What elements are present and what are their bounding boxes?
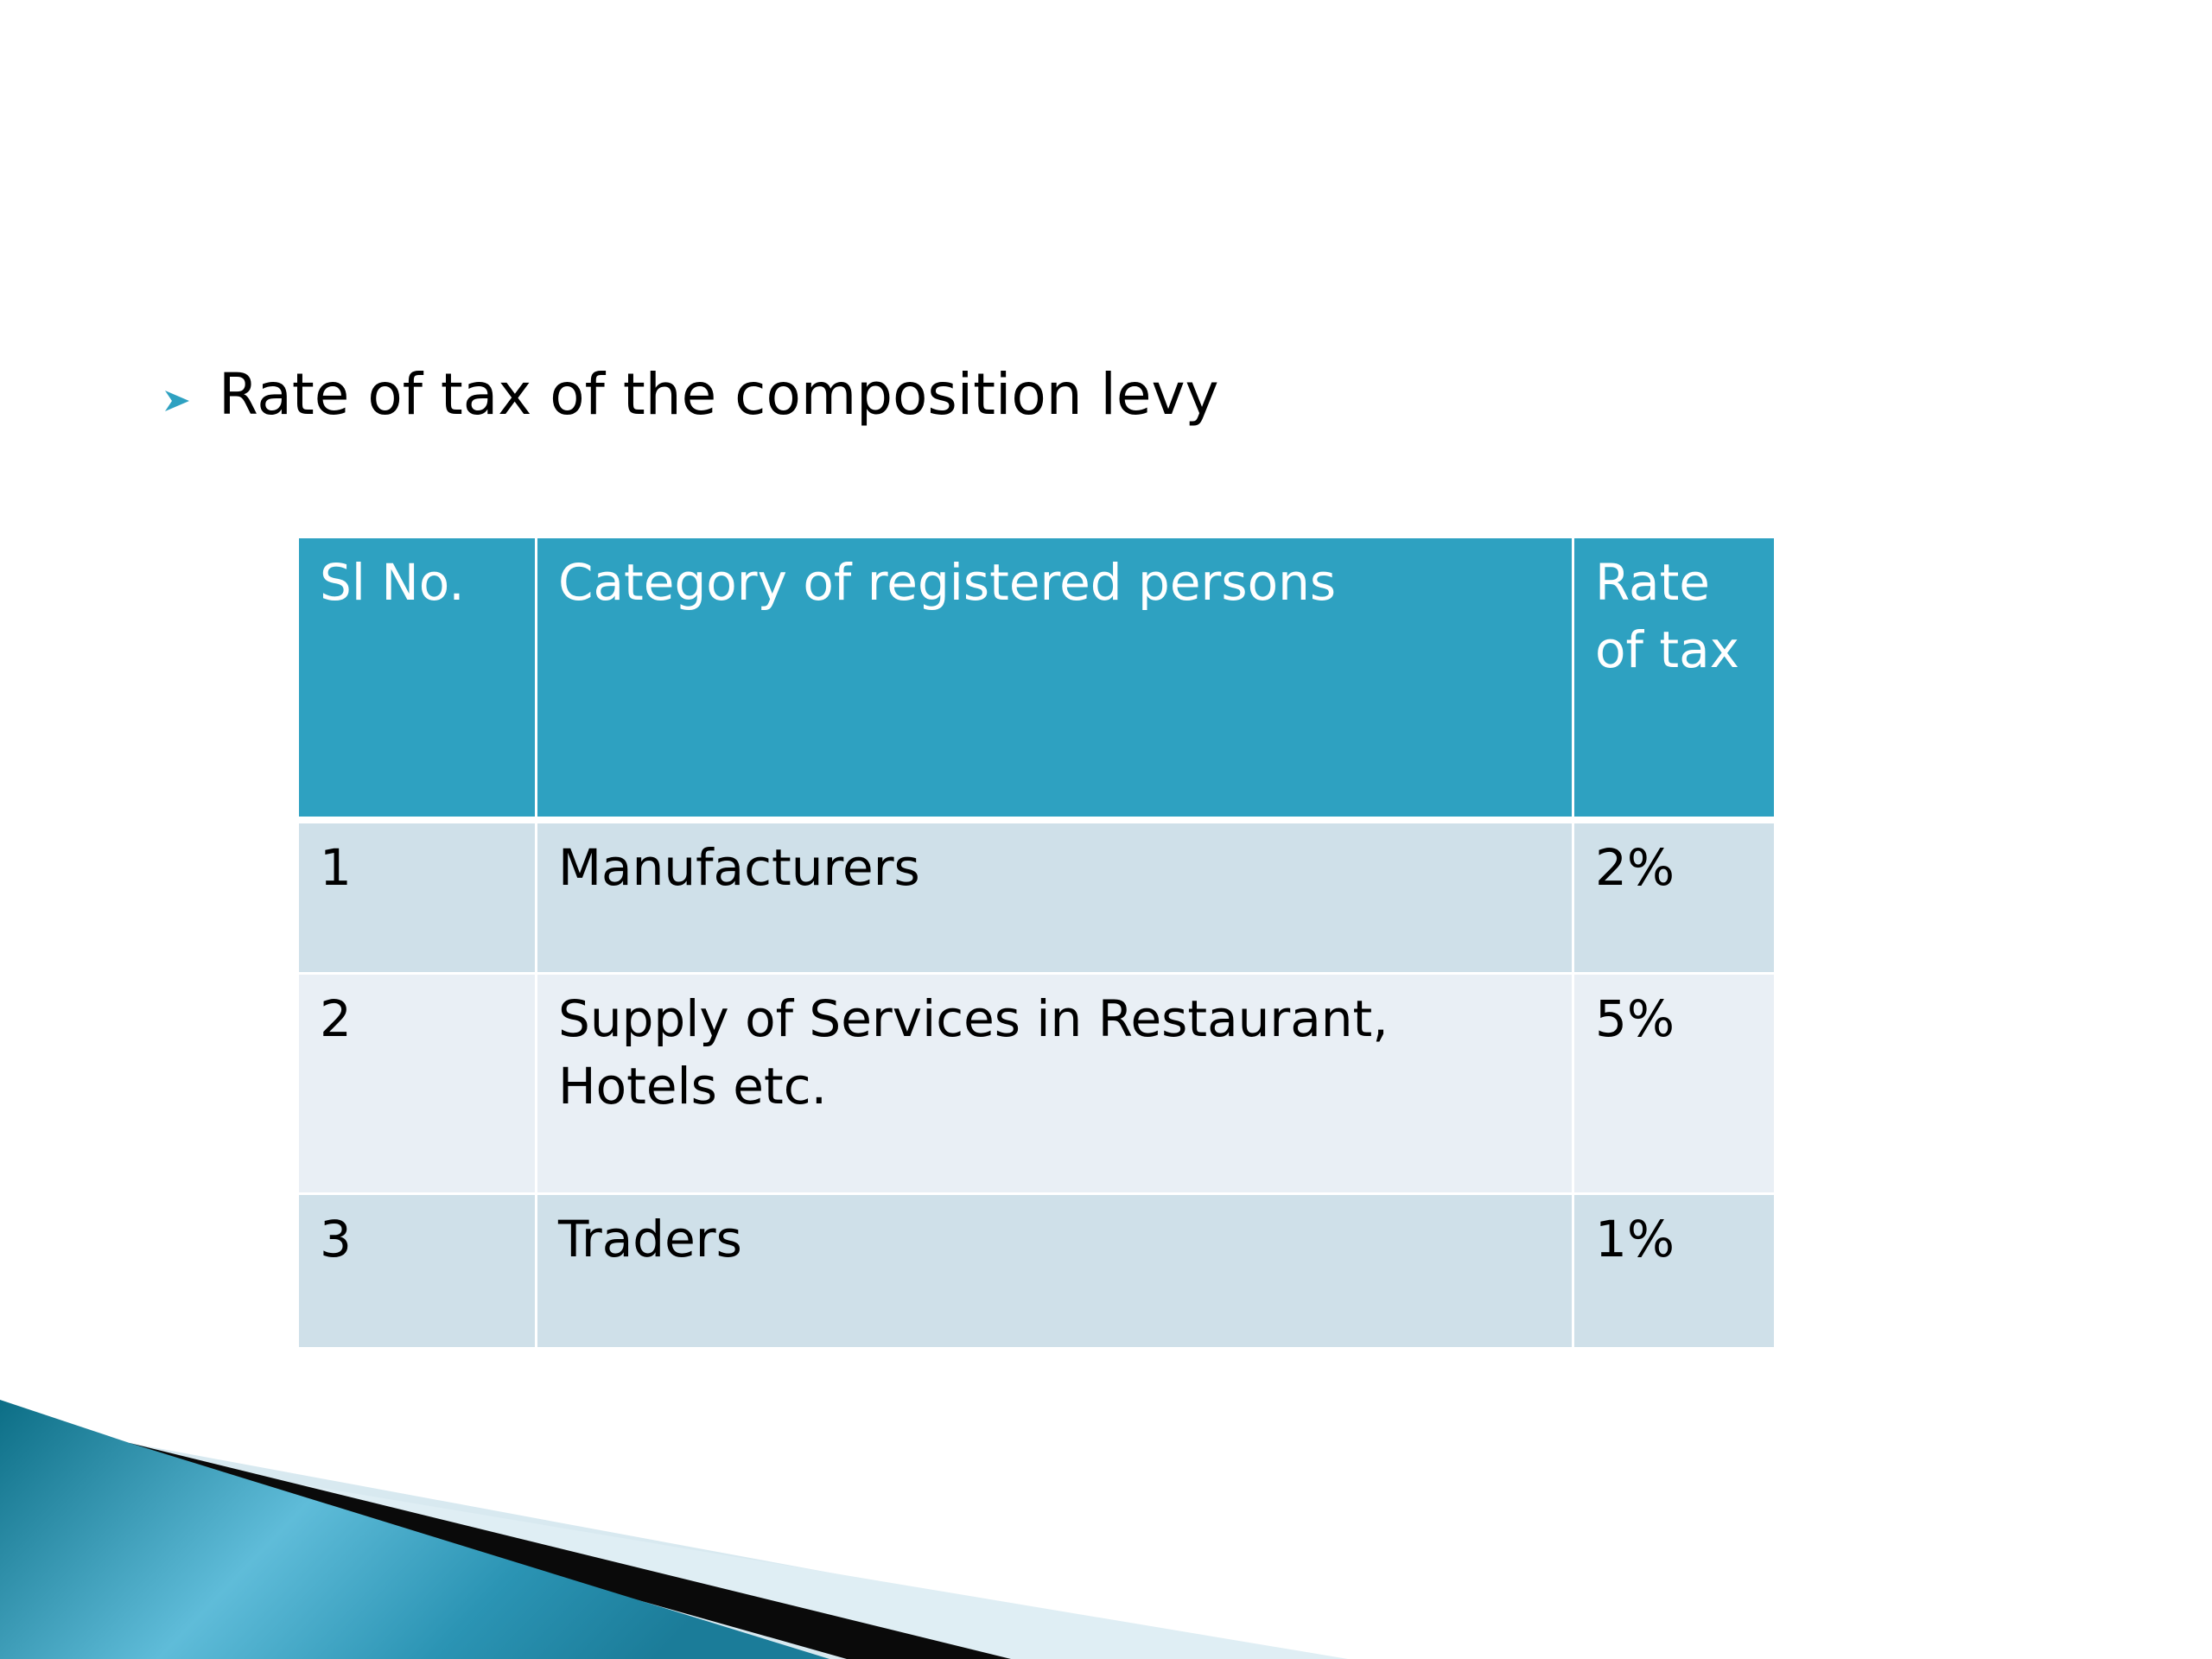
header-sl-no: Sl No. — [296, 536, 537, 823]
table-header-row: Sl No. Category of registered persons Ra… — [296, 536, 1777, 823]
table-row: 1 Manufacturers 2% — [296, 818, 1777, 975]
tax-rate-table: Sl No. Category of registered persons Ra… — [296, 536, 1777, 1350]
cell-rate: 2% — [1572, 818, 1777, 975]
table-row: 2 Supply of Services in Restaurant, Hote… — [296, 972, 1777, 1195]
cell-sl-no: 3 — [296, 1192, 537, 1350]
slide-heading: Rate of tax of the composition levy — [219, 361, 1219, 428]
corner-swoosh-decoration — [0, 1400, 1348, 1659]
cell-category: Traders — [535, 1192, 1574, 1350]
cell-sl-no: 1 — [296, 818, 537, 975]
arrow-bullet-icon — [165, 390, 189, 411]
header-category: Category of registered persons — [535, 536, 1574, 823]
cell-sl-no: 2 — [296, 972, 537, 1195]
cell-category: Supply of Services in Restaurant, Hotels… — [535, 972, 1574, 1195]
cell-rate: 1% — [1572, 1192, 1777, 1350]
cell-rate: 5% — [1572, 972, 1777, 1195]
bullet-line: Rate of tax of the composition levy — [160, 361, 1219, 428]
cell-category: Manufacturers — [535, 818, 1574, 975]
header-rate: Rate of tax — [1572, 536, 1777, 823]
table-row: 3 Traders 1% — [296, 1192, 1777, 1350]
